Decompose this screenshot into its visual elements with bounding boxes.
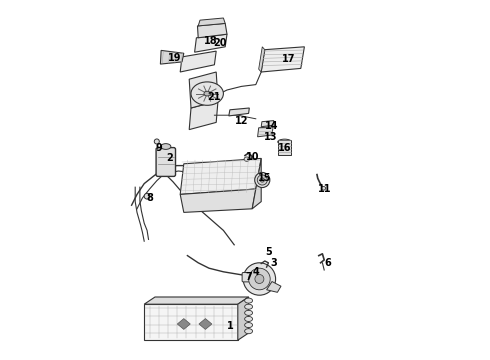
Text: 19: 19 [168,53,182,63]
Text: 2: 2 [166,153,173,163]
Polygon shape [189,101,218,130]
Ellipse shape [245,329,252,334]
Ellipse shape [255,172,270,188]
Polygon shape [180,189,256,212]
Polygon shape [252,158,261,209]
Ellipse shape [255,274,264,284]
Polygon shape [267,282,281,292]
Polygon shape [258,127,273,137]
Ellipse shape [245,304,252,309]
Ellipse shape [161,144,171,149]
Ellipse shape [321,186,326,190]
Text: 18: 18 [204,36,218,46]
Text: 9: 9 [155,143,162,153]
Polygon shape [160,50,184,64]
Text: 12: 12 [235,116,248,126]
Polygon shape [144,304,238,340]
Ellipse shape [248,268,270,290]
Ellipse shape [244,157,249,161]
Polygon shape [197,23,227,38]
Text: 17: 17 [281,54,295,64]
Ellipse shape [245,310,252,315]
Ellipse shape [260,178,265,182]
Ellipse shape [204,91,210,96]
Ellipse shape [144,193,150,199]
Ellipse shape [245,316,252,321]
Polygon shape [180,158,261,194]
Polygon shape [144,297,248,304]
Text: 10: 10 [245,152,259,162]
Ellipse shape [191,82,223,105]
Polygon shape [198,18,225,26]
Polygon shape [259,47,265,72]
Polygon shape [199,319,212,329]
Text: 7: 7 [245,272,252,282]
Text: 14: 14 [265,121,279,131]
Text: 5: 5 [265,247,272,257]
Polygon shape [195,34,227,52]
Text: 15: 15 [258,173,271,183]
Polygon shape [177,319,190,329]
Polygon shape [180,51,216,72]
Polygon shape [261,121,274,127]
Ellipse shape [243,263,275,295]
FancyBboxPatch shape [278,140,292,155]
Polygon shape [229,108,249,116]
Text: 21: 21 [208,92,221,102]
Text: 16: 16 [278,143,292,153]
Text: 20: 20 [213,38,226,48]
Text: 8: 8 [146,193,153,203]
Text: 13: 13 [264,132,277,142]
Text: 6: 6 [324,258,331,268]
FancyBboxPatch shape [156,148,175,176]
Ellipse shape [245,298,252,303]
Polygon shape [261,47,304,72]
FancyBboxPatch shape [242,273,254,282]
Text: 1: 1 [227,321,234,331]
Ellipse shape [257,175,268,185]
Text: 4: 4 [252,267,259,277]
Polygon shape [238,297,248,340]
Text: 11: 11 [318,184,331,194]
Text: 3: 3 [270,258,277,268]
Ellipse shape [278,139,292,144]
Ellipse shape [154,139,159,144]
Ellipse shape [245,323,252,328]
Polygon shape [189,72,218,108]
